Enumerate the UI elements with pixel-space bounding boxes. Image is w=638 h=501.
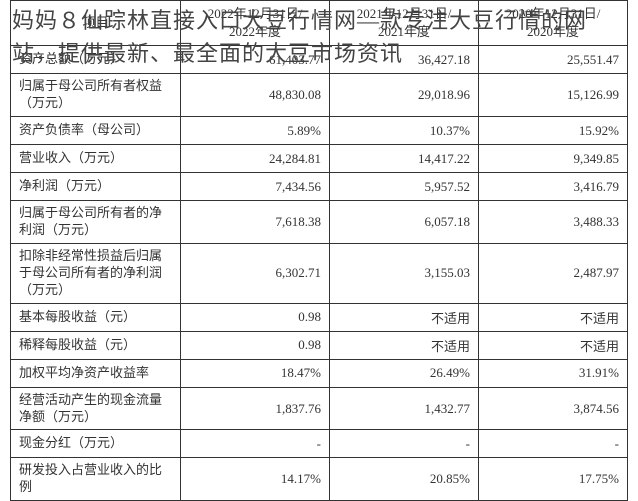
cell-value: 3,155.03 <box>330 243 479 303</box>
overlay-title-text: 妈妈８仙踪林直接入口大豆行情网―款专注大豆行情的网站，提供最新、最全面的大豆市场… <box>12 4 622 70</box>
cell-value: 0.98 <box>181 331 330 359</box>
table-row: 加权平均净资产收益率 18.47% 26.49% 31.91% <box>11 359 628 387</box>
cell-value: 0.98 <box>181 303 330 331</box>
row-label: 营业收入（万元） <box>11 145 181 173</box>
cell-value: 29,018.96 <box>330 74 479 117</box>
cell-value: 14.17% <box>181 458 330 501</box>
cell-value: 7,618.38 <box>181 201 330 244</box>
row-label: 经营活动产生的现金流量净额（万元） <box>11 387 181 430</box>
cell-value: 26.49% <box>330 359 479 387</box>
cell-value: 20.85% <box>330 458 479 501</box>
table-row: 经营活动产生的现金流量净额（万元） 1,837.76 1,432.77 3,87… <box>11 387 628 430</box>
cell-value: 1,837.76 <box>181 387 330 430</box>
cell-value: 14,417.22 <box>330 145 479 173</box>
cell-value: 48,830.08 <box>181 74 330 117</box>
cell-value: 31.91% <box>479 359 628 387</box>
cell-value: 不适用 <box>330 303 479 331</box>
table-row: 现金分红（万元） - - - <box>11 430 628 458</box>
financial-table: 项目 2022年12月31日/ 2022年度 2021年12月31日/ 2021… <box>10 0 628 501</box>
financial-table-container: 项目 2022年12月31日/ 2022年度 2021年12月31日/ 2021… <box>10 0 628 501</box>
cell-value: 3,488.33 <box>479 201 628 244</box>
cell-value: - <box>479 430 628 458</box>
table-body: 资产总额（万元） 61,403.77 36,427.18 25,551.47 归… <box>11 46 628 501</box>
cell-value: 9,349.85 <box>479 145 628 173</box>
table-row: 营业收入（万元） 24,284.81 14,417.22 9,349.85 <box>11 145 628 173</box>
cell-value: 1,432.77 <box>330 387 479 430</box>
row-label: 归属于母公司所有者权益（万元） <box>11 74 181 117</box>
row-label: 加权平均净资产收益率 <box>11 359 181 387</box>
table-row: 归属于母公司所有者的净利润（万元） 7,618.38 6,057.18 3,48… <box>11 201 628 244</box>
cell-value: 7,434.56 <box>181 173 330 201</box>
cell-value: - <box>181 430 330 458</box>
row-label: 扣除非经常性损益后归属于母公司所有者的净利润（万元） <box>11 243 181 303</box>
cell-value: 3,416.79 <box>479 173 628 201</box>
cell-value: 不适用 <box>479 331 628 359</box>
cell-value: 15.92% <box>479 117 628 145</box>
table-row: 研发投入占营业收入的比例 14.17% 20.85% 17.75% <box>11 458 628 501</box>
cell-value: 24,284.81 <box>181 145 330 173</box>
cell-value: 15,126.99 <box>479 74 628 117</box>
cell-value: 5,957.52 <box>330 173 479 201</box>
cell-value: 5.89% <box>181 117 330 145</box>
cell-value: 17.75% <box>479 458 628 501</box>
table-row: 基本每股收益（元） 0.98 不适用 不适用 <box>11 303 628 331</box>
cell-value: 6,302.71 <box>181 243 330 303</box>
row-label: 资产负债率（母公司） <box>11 117 181 145</box>
table-row: 归属于母公司所有者权益（万元） 48,830.08 29,018.96 15,1… <box>11 74 628 117</box>
cell-value: - <box>330 430 479 458</box>
cell-value: 3,874.56 <box>479 387 628 430</box>
table-row: 资产负债率（母公司） 5.89% 10.37% 15.92% <box>11 117 628 145</box>
cell-value: 不适用 <box>479 303 628 331</box>
row-label: 基本每股收益（元） <box>11 303 181 331</box>
cell-value: 10.37% <box>330 117 479 145</box>
cell-value: 6,057.18 <box>330 201 479 244</box>
row-label: 净利润（万元） <box>11 173 181 201</box>
cell-value: 18.47% <box>181 359 330 387</box>
cell-value: 2,487.97 <box>479 243 628 303</box>
cell-value: 不适用 <box>330 331 479 359</box>
row-label: 现金分红（万元） <box>11 430 181 458</box>
row-label: 稀释每股收益（元） <box>11 331 181 359</box>
table-row: 稀释每股收益（元） 0.98 不适用 不适用 <box>11 331 628 359</box>
row-label: 研发投入占营业收入的比例 <box>11 458 181 501</box>
table-row: 扣除非经常性损益后归属于母公司所有者的净利润（万元） 6,302.71 3,15… <box>11 243 628 303</box>
table-row: 净利润（万元） 7,434.56 5,957.52 3,416.79 <box>11 173 628 201</box>
row-label: 归属于母公司所有者的净利润（万元） <box>11 201 181 244</box>
